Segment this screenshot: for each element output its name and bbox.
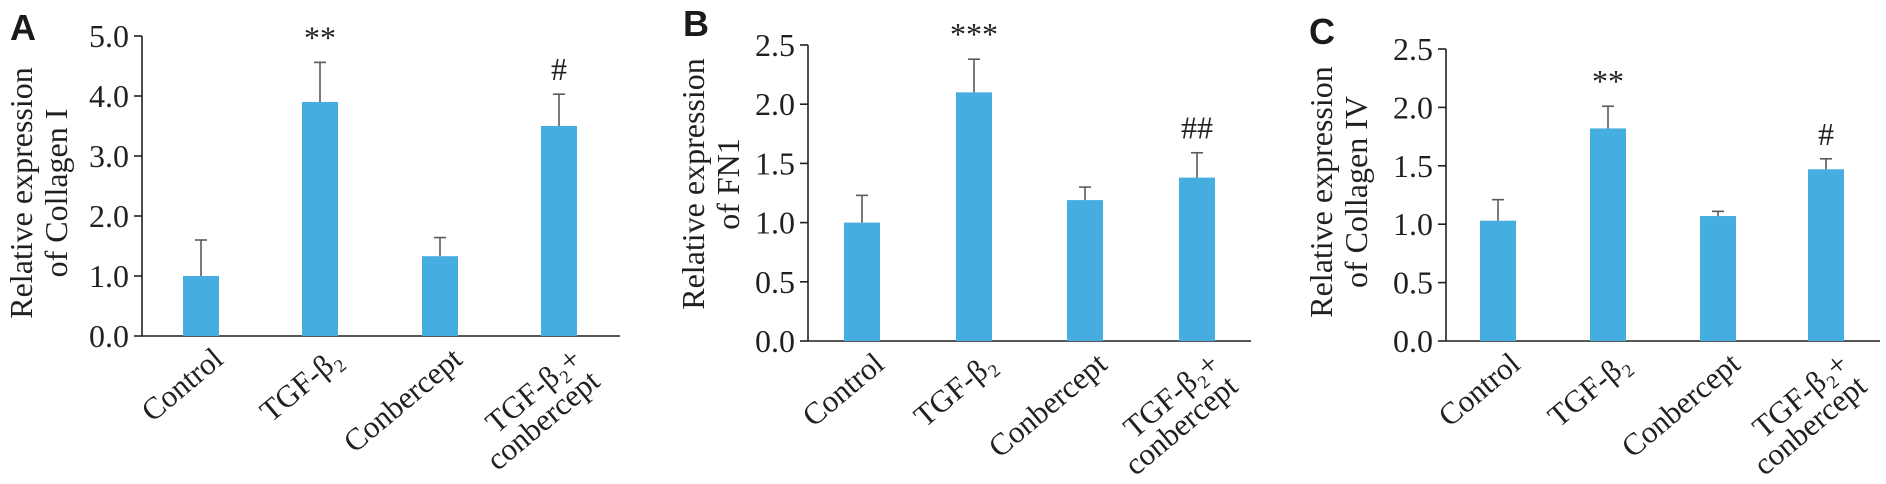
y-tick-label: 0.0 bbox=[755, 323, 795, 359]
x-category-label-conbercept: Conbercept bbox=[337, 340, 469, 459]
bar-conbercept bbox=[1700, 216, 1736, 341]
x-category-label-conbercept: Conbercept bbox=[982, 345, 1114, 464]
y-tick-label: 4.0 bbox=[89, 78, 129, 114]
panel-c: C Relative expression of Collagen IV 0.0 0.5… bbox=[1303, 11, 1880, 484]
y-tick-label: 0.5 bbox=[1393, 265, 1433, 301]
bar-tgf-beta2 bbox=[1590, 128, 1626, 341]
significance-marker-tgf-beta2-conbercept: ## bbox=[1181, 110, 1213, 146]
y-axis-label: of Collagen IV bbox=[1338, 96, 1374, 288]
bar-control bbox=[183, 276, 219, 336]
y-tick-label: 5.0 bbox=[89, 18, 129, 54]
bar-tgf-beta2 bbox=[956, 92, 992, 341]
y-tick-label: 0.0 bbox=[89, 318, 129, 354]
significance-marker-tgf-beta2-conbercept: # bbox=[551, 51, 567, 87]
x-category-label-conbercept: Conbercept bbox=[1615, 345, 1747, 464]
y-tick-label: 1.5 bbox=[755, 145, 795, 181]
bar-control bbox=[1480, 220, 1516, 341]
x-category-label-tgf-beta2: TGF-β₂ bbox=[1541, 346, 1637, 434]
significance-marker-tgf-beta2: ** bbox=[1592, 63, 1624, 99]
y-tick-label: 1.0 bbox=[89, 258, 129, 294]
x-category-label-tgf-beta2-conbercept: TGF-β₂+ conbercept bbox=[455, 340, 607, 482]
y-tick-label: 1.0 bbox=[755, 205, 795, 241]
panel-letter: B bbox=[683, 3, 709, 44]
panel-letter: A bbox=[10, 7, 36, 48]
x-category-label-control: Control bbox=[1431, 346, 1526, 434]
panel-b: B Relative expression of FN1 0.0 0.5 1.0 1.5 2.… bbox=[675, 3, 1251, 484]
x-category-label-tgf-beta2-conbercept: TGF-β₂+ conbercept bbox=[1722, 345, 1874, 484]
x-category-label-control: Control bbox=[134, 341, 229, 429]
bar-conbercept bbox=[422, 256, 458, 336]
y-axis-label: Relative expression bbox=[675, 58, 711, 309]
y-axis-label: of FN1 bbox=[710, 138, 746, 230]
significance-marker-tgf-beta2: *** bbox=[950, 16, 998, 52]
y-tick-label: 2.0 bbox=[1393, 89, 1433, 125]
x-category-label-control: Control bbox=[795, 346, 890, 434]
bar-tgf-beta2-conbercept bbox=[1179, 177, 1215, 341]
y-axis-label: of Collagen I bbox=[38, 109, 74, 278]
x-category-label-tgf-beta2: TGF-β₂ bbox=[253, 341, 349, 429]
y-tick-label: 2.0 bbox=[89, 198, 129, 234]
x-category-label-tgf-beta2-conbercept: TGF-β₂+ conbercept bbox=[1093, 345, 1245, 484]
panel-a: A Relative expression of Collagen I 0.0 1.0 2… bbox=[3, 7, 620, 482]
y-axis-label: Relative expression bbox=[3, 67, 39, 318]
y-tick-label: 2.5 bbox=[755, 27, 795, 63]
y-tick-label: 2.0 bbox=[755, 86, 795, 122]
x-category-label-tgf-beta2: TGF-β₂ bbox=[907, 346, 1003, 434]
y-tick-label: 1.5 bbox=[1393, 148, 1433, 184]
y-axis-label: Relative expression bbox=[1303, 66, 1339, 317]
panel-letter: C bbox=[1309, 11, 1335, 52]
y-tick-label: 3.0 bbox=[89, 138, 129, 174]
y-tick-label: 0.5 bbox=[755, 264, 795, 300]
bar-tgf-beta2 bbox=[302, 102, 338, 336]
y-tick-label: 1.0 bbox=[1393, 206, 1433, 242]
y-tick-label: 2.5 bbox=[1393, 31, 1433, 67]
y-tick-label: 0.0 bbox=[1393, 323, 1433, 359]
bar-conbercept bbox=[1067, 200, 1103, 341]
bar-tgf-beta2-conbercept bbox=[541, 126, 577, 336]
bar-control bbox=[844, 222, 880, 341]
significance-marker-tgf-beta2: ** bbox=[304, 19, 336, 55]
bar-tgf-beta2-conbercept bbox=[1808, 169, 1844, 341]
significance-marker-tgf-beta2-conbercept: # bbox=[1818, 116, 1834, 152]
